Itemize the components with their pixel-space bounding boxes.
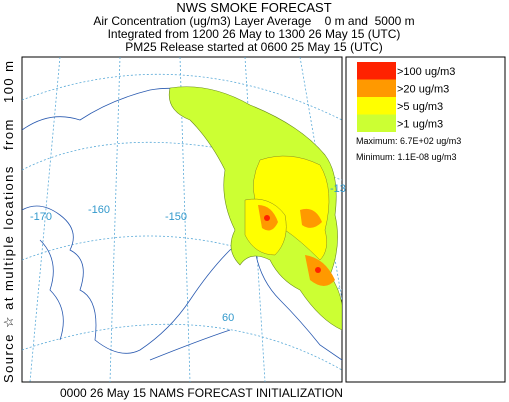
legend-label: >20 ug/m3 [397,84,449,96]
coastline [22,205,342,361]
legend-swatch [357,97,396,115]
smoke-plume [315,267,321,273]
legend-swatch [357,79,396,97]
legend-label: >1 ug/m3 [397,119,443,131]
legend-swatch [357,62,396,80]
footer: 0000 26 May 15 NAMS FORECAST INITIALIZAT… [60,386,343,400]
smoke-plume [300,208,322,228]
map-label: -160 [88,204,110,216]
subtitle: Integrated from 1200 26 May to 1300 26 M… [108,27,401,41]
smoke-plume [264,215,270,221]
coastline [39,239,231,361]
map-label: -170 [30,211,52,223]
legend-label: >5 ug/m3 [397,101,443,113]
legend-max: Maximum: 6.7E+02 ug/m3 [356,136,461,146]
side-label: Source ☆ at multiple locations from 100 … [1,61,16,383]
map: -170 -160 -150 -130 60 [21,56,352,383]
map-label: 60 [222,312,234,324]
map-label: -150 [165,211,187,223]
subtitle: Air Concentration (ug/m3) Layer Average … [93,14,414,28]
subtitle: PM25 Release started at 0600 25 May 15 (… [125,40,382,54]
legend-label: >100 ug/m3 [397,66,455,78]
legend-min: Minimum: 1.1E-08 ug/m3 [356,152,457,162]
title: NWS SMOKE FORECAST [176,0,331,15]
legend-swatch [357,114,396,132]
legend: Maximum: 6.7E+02 ug/m3 Minimum: 1.1E-08 … [345,56,506,383]
